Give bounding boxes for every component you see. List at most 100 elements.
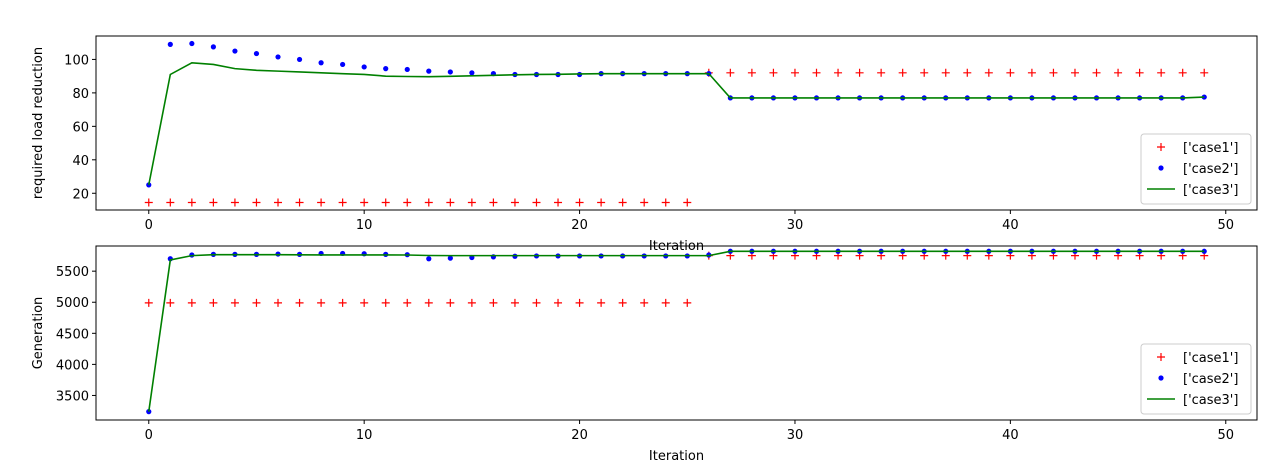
y-axis-label: required load reduction <box>31 47 46 199</box>
legend: ['case1'] ['case2'] ['case3'] <box>1140 133 1252 205</box>
data-point <box>424 198 433 207</box>
data-point <box>618 198 627 207</box>
data-point <box>469 70 475 76</box>
data-point <box>189 40 195 47</box>
data-point <box>209 298 218 307</box>
data-point <box>166 298 175 307</box>
data-point <box>790 68 799 77</box>
data-point <box>532 198 541 207</box>
data-point <box>1178 68 1187 77</box>
data-point <box>618 298 627 307</box>
data-point <box>726 68 735 77</box>
data-point <box>167 41 173 47</box>
series-case3 <box>147 250 1205 412</box>
data-point <box>812 68 821 77</box>
data-point <box>597 298 606 307</box>
data-point <box>253 50 260 57</box>
legend-label: ['case2'] <box>1183 162 1238 177</box>
y-tick-label: 5500 <box>56 265 89 280</box>
y-tick-label: 80 <box>72 87 89 102</box>
data-point <box>403 298 412 307</box>
data-point <box>296 56 303 63</box>
data-point <box>210 44 216 50</box>
data-point <box>252 198 261 207</box>
data-point <box>661 298 670 307</box>
data-point <box>146 409 152 415</box>
data-point <box>898 68 907 77</box>
data-point <box>447 69 453 75</box>
data-point <box>381 198 390 207</box>
data-point <box>187 298 196 307</box>
y-tick-label: 4500 <box>56 327 89 342</box>
data-point <box>295 298 304 307</box>
data-point <box>510 198 519 207</box>
subplot-load-reduction: 0 10 20 30 40 5020406080100Iterationrequired … <box>31 35 1258 254</box>
data-point <box>554 298 563 307</box>
data-point <box>232 48 238 54</box>
y-tick-label: 40 <box>72 154 89 169</box>
x-tick-label: 0 <box>145 218 153 233</box>
data-point <box>963 68 972 77</box>
data-point <box>920 68 929 77</box>
legend-label: ['case2'] <box>1183 372 1238 387</box>
data-point <box>575 298 584 307</box>
series-case2 <box>146 40 1207 188</box>
data-point <box>467 298 476 307</box>
data-point <box>383 66 389 72</box>
data-point <box>447 255 453 261</box>
data-point <box>1049 68 1058 77</box>
legend-label: ['case3'] <box>1183 183 1238 198</box>
data-point <box>855 68 864 77</box>
data-point <box>640 298 649 307</box>
data-point <box>877 68 886 77</box>
data-point <box>403 198 412 207</box>
data-point <box>661 198 670 207</box>
data-point <box>1092 68 1101 77</box>
data-point <box>834 68 843 77</box>
data-point <box>1135 68 1144 77</box>
legend-marker-dot <box>1158 375 1164 381</box>
data-point <box>769 68 778 77</box>
data-point <box>144 198 153 207</box>
data-point <box>360 198 369 207</box>
data-point <box>230 298 239 307</box>
data-point <box>317 198 326 207</box>
data-point <box>446 198 455 207</box>
data-point <box>274 198 283 207</box>
data-point <box>510 298 519 307</box>
x-tick-label: 30 <box>787 428 804 443</box>
data-point <box>554 198 563 207</box>
y-tick-label: 4000 <box>56 358 89 373</box>
data-point <box>683 198 692 207</box>
data-point <box>166 198 175 207</box>
data-point <box>575 198 584 207</box>
series-line <box>147 250 1205 412</box>
data-point <box>187 198 196 207</box>
y-axis-label: Generation <box>31 297 46 370</box>
data-point <box>209 198 218 207</box>
y-tick-label: 100 <box>64 53 89 68</box>
data-point <box>146 182 152 188</box>
data-point <box>361 64 367 70</box>
data-point <box>489 198 498 207</box>
data-point <box>1157 68 1166 77</box>
plot-frame <box>95 245 1258 421</box>
data-point <box>1200 68 1209 77</box>
data-point <box>252 298 261 307</box>
data-point <box>640 198 649 207</box>
data-point <box>1027 68 1036 77</box>
legend-marker-dot <box>1158 165 1164 171</box>
x-tick-label: 10 <box>356 218 373 233</box>
series-line <box>147 61 1205 186</box>
data-point <box>683 298 692 307</box>
x-tick-label: 10 <box>356 428 373 443</box>
data-point <box>275 54 281 60</box>
y-tick-label: 5000 <box>56 296 89 311</box>
data-point <box>532 298 541 307</box>
x-tick-label: 40 <box>1002 218 1019 233</box>
x-tick-label: 50 <box>1217 218 1234 233</box>
plot-frame <box>95 35 1258 211</box>
y-tick-label: 3500 <box>56 389 89 404</box>
data-point <box>295 198 304 207</box>
